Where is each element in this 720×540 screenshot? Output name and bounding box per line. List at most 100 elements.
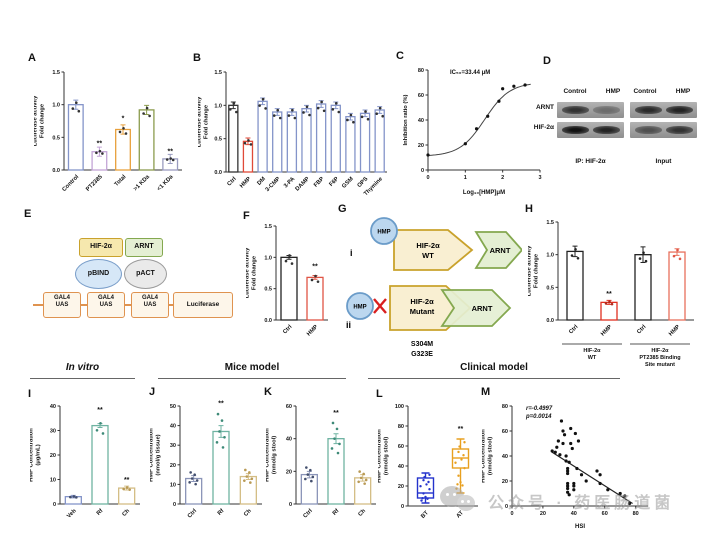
svg-text:0: 0 (401, 504, 404, 510)
svg-text:**: ** (97, 141, 103, 148)
svg-text:0.0: 0.0 (214, 170, 222, 176)
svg-text:Ctrl: Ctrl (187, 508, 199, 520)
svg-text:20: 20 (418, 143, 424, 149)
svg-text:20: 20 (540, 511, 546, 517)
panel-letter-g: G (338, 203, 347, 215)
hif2a-mutant-label: HIF-2α (410, 297, 434, 306)
svg-text:1.5: 1.5 (214, 70, 222, 76)
svg-text:1.0: 1.0 (52, 103, 60, 109)
svg-text:HIF-2α: HIF-2α (651, 348, 669, 354)
blot-row-label-hif2a: HIF-2α (533, 124, 554, 131)
blot-col-label: Control (633, 88, 657, 95)
svg-text:p=0.0014: p=0.0014 (525, 414, 552, 420)
panel-letter-b: B (193, 52, 201, 64)
blot-strip (557, 102, 624, 118)
svg-text:0: 0 (53, 502, 56, 508)
gal4-uas-box: GAL4 UAS (131, 292, 169, 318)
uas-label: UAS (55, 302, 69, 309)
svg-text:40: 40 (502, 454, 508, 460)
chart-j-mice-tissue-hmp: 0 10 20 30 40 50 HMP Concentration(nmol/g tiss… (149, 396, 266, 530)
svg-text:0: 0 (426, 175, 429, 181)
watermark-text: 公众号 · 药医肠道菌 (488, 495, 675, 512)
k-chart-svg: 0 20 40 60 HMP Concentration(nmol/g stool) Ct… (265, 404, 376, 519)
blot-strip (630, 122, 697, 138)
svg-text:r=-0.4997: r=-0.4997 (526, 406, 553, 412)
svg-text:Rf: Rf (96, 508, 105, 517)
svg-text:Ctrl: Ctrl (636, 324, 648, 336)
svg-text:0: 0 (289, 502, 292, 508)
panel-letter-h: H (525, 203, 533, 215)
blot-col-label: HMP (675, 88, 691, 95)
svg-text:HMP Concentration(nmol/g stool: HMP Concentration(nmol/g stool) (266, 428, 278, 482)
svg-text:HMP: HMP (600, 324, 613, 337)
svg-text:2: 2 (501, 175, 504, 181)
blot-band (635, 126, 662, 134)
blot-band (593, 126, 620, 134)
svg-text:HMP Concentration(nmol/g stool: HMP Concentration(nmol/g stool) (482, 429, 494, 483)
svg-text:IC₅₀=33.44 μM: IC₅₀=33.44 μM (450, 70, 490, 76)
blot-group-label-ip: IP: HIF-2α (575, 158, 606, 165)
svg-text:80: 80 (502, 404, 508, 410)
blot-group-input: Input (630, 100, 697, 165)
svg-text:HMP: HMP (239, 176, 252, 189)
svg-text:HMP Concentration(μg/mL): HMP Concentration(μg/mL) (30, 428, 42, 482)
svg-text:DM: DM (256, 176, 267, 187)
hmp-label: HMP (353, 305, 366, 311)
panel-letter-d: D (543, 55, 551, 67)
blot-band (666, 106, 693, 114)
svg-text:**: ** (606, 291, 612, 298)
svg-text:0: 0 (510, 511, 513, 517)
svg-text:**: ** (97, 407, 103, 414)
hmp-label: HMP (377, 230, 390, 236)
svg-text:**: ** (312, 263, 318, 270)
svg-text:3: 3 (538, 175, 541, 181)
svg-text:Rf: Rf (217, 508, 226, 517)
svg-text:40: 40 (50, 404, 56, 410)
panel-letter-f: F (243, 210, 250, 222)
svg-text:0.0: 0.0 (546, 318, 554, 324)
row-ii-label: ii (346, 320, 351, 330)
svg-text:HIF-2α: HIF-2α (583, 348, 601, 354)
svg-text:**: ** (218, 401, 224, 408)
svg-text:Ctrl: Ctrl (568, 324, 580, 336)
svg-text:Inhibition ratio (%): Inhibition ratio (%) (403, 95, 409, 146)
blot-group-label-input: Input (655, 158, 672, 165)
a-chart-svg: 0.0 0.5 1.0 1.5 Luciferase activityFold chan… (33, 70, 182, 193)
section-header-clinical-model: Clinical model (460, 362, 528, 373)
blot-band (562, 106, 589, 114)
chart-i-invitro-hmp: 0 10 20 30 40 HMP Concentration(μg/mL) Veh ** Rf… (29, 396, 144, 530)
svg-text:Ch: Ch (121, 508, 131, 518)
svg-text:80: 80 (418, 68, 424, 74)
blot-band (666, 126, 693, 134)
m-chart-svg: 0 20 40 60 80 HMP Concentration(nmol/g stool)… (481, 404, 648, 530)
blot-col-label: HMP (605, 88, 621, 95)
blocked-x-icon (373, 298, 387, 314)
svg-text:40: 40 (571, 511, 577, 517)
arnt-label: ARNT (490, 246, 511, 255)
chart-f-ctrl-vs-hmp: 0.0 0.5 1.0 1.5 Luciferase activityFold chan… (245, 214, 334, 350)
blot-row-label-arnt: ARNT (535, 104, 554, 111)
panel-letter-m: M (481, 386, 491, 398)
svg-text:*: * (122, 116, 125, 123)
svg-text:0.5: 0.5 (546, 285, 554, 291)
uas-label: UAS (99, 302, 113, 309)
svg-text:HMP Concentration(nmol/g tissu: HMP Concentration(nmol/g tissue) (150, 428, 162, 482)
luciferase-box: Luciferase (173, 292, 233, 318)
row-i-label: i (350, 248, 353, 258)
svg-text:50: 50 (170, 404, 176, 410)
svg-text:Rf: Rf (332, 508, 341, 517)
blot-band (562, 126, 589, 134)
svg-text:GSM: GSM (341, 176, 355, 190)
svg-text:1.0: 1.0 (264, 255, 272, 261)
hif2a-wt-label: HIF-2α (416, 241, 440, 250)
panel-letter-c: C (396, 50, 404, 62)
svg-text:Ch: Ch (243, 508, 253, 518)
svg-text:0.0: 0.0 (52, 168, 60, 174)
wechat-icon (440, 486, 480, 516)
mutant-label: Mutant (410, 307, 435, 316)
panel-letter-i: I (28, 388, 32, 400)
h-chart-svg: 0.0 0.5 1.0 1.5 Luciferase activityFold chan… (527, 220, 694, 368)
chart-c-ic50-curve: 0 20 40 60 80 Inhibition ratio (%) 0 1 2 3 Log₁₀[H… (398, 58, 548, 196)
gal4-label: GAL4 (141, 295, 158, 301)
svg-text:**: ** (333, 410, 339, 417)
